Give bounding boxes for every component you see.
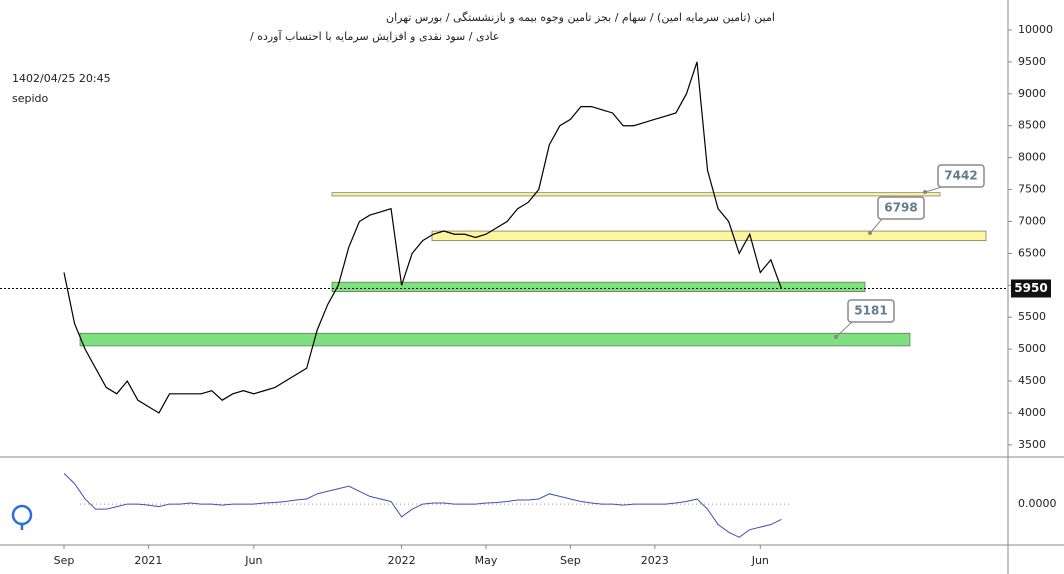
y-tick-label: 3500 xyxy=(1018,438,1046,451)
x-tick-label: 2022 xyxy=(388,554,416,567)
zone xyxy=(431,230,987,241)
x-tick-label: Sep xyxy=(54,554,75,567)
y-tick-label: 6500 xyxy=(1018,246,1046,259)
indicator-tick-label: 0.0000 xyxy=(1018,497,1057,510)
timestamp: 1402/04/25 20:45 xyxy=(12,72,111,85)
callout-label: 5181 xyxy=(854,304,887,318)
x-tick-label: 2021 xyxy=(134,554,162,567)
chart-title: امین (تامین سرمایه امین) / سهام / بجز تا… xyxy=(386,11,775,24)
zone xyxy=(79,332,911,347)
y-tick-label: 7000 xyxy=(1018,214,1046,227)
author: sepido xyxy=(12,92,49,105)
chart-subtitle: عادی / سود نقدی و افزایش سرمایه با احتسا… xyxy=(250,29,499,43)
y-tick-label: 5500 xyxy=(1018,310,1046,323)
logo[interactable] xyxy=(11,504,33,530)
y-tick-label: 9500 xyxy=(1018,55,1046,68)
callout-anchor xyxy=(834,335,838,339)
x-tick-label: May xyxy=(475,554,498,567)
last-price-label: 5950 xyxy=(1014,281,1047,295)
callout-box xyxy=(877,196,925,220)
x-tick-label: 2023 xyxy=(641,554,669,567)
indicator-line xyxy=(63,473,782,538)
callout-pointer xyxy=(924,186,943,193)
y-tick-label: 4000 xyxy=(1018,406,1046,419)
callout-box xyxy=(937,164,985,188)
zone xyxy=(331,281,866,292)
y-tick-label: 10000 xyxy=(1018,23,1053,36)
zone xyxy=(331,192,941,197)
callout-pointer xyxy=(869,218,883,234)
y-tick-label: 8000 xyxy=(1018,151,1046,164)
price-line xyxy=(63,61,782,414)
y-tick-label: 5000 xyxy=(1018,342,1046,355)
x-tick-label: Jun xyxy=(244,554,262,567)
callout-box xyxy=(847,299,895,323)
callout-label: 6798 xyxy=(884,201,917,215)
x-tick-label: Sep xyxy=(560,554,581,567)
callout-label: 7442 xyxy=(944,169,977,183)
y-tick-label: 4500 xyxy=(1018,374,1046,387)
y-tick-label: 9000 xyxy=(1018,87,1046,100)
last-price-box xyxy=(1011,279,1051,298)
callout-anchor xyxy=(868,231,872,235)
y-tick-label: 7500 xyxy=(1018,183,1046,196)
callout-pointer xyxy=(835,321,853,338)
y-tick-label: 8500 xyxy=(1018,119,1046,132)
callout-anchor xyxy=(923,190,927,194)
x-tick-label: Jun xyxy=(751,554,769,567)
